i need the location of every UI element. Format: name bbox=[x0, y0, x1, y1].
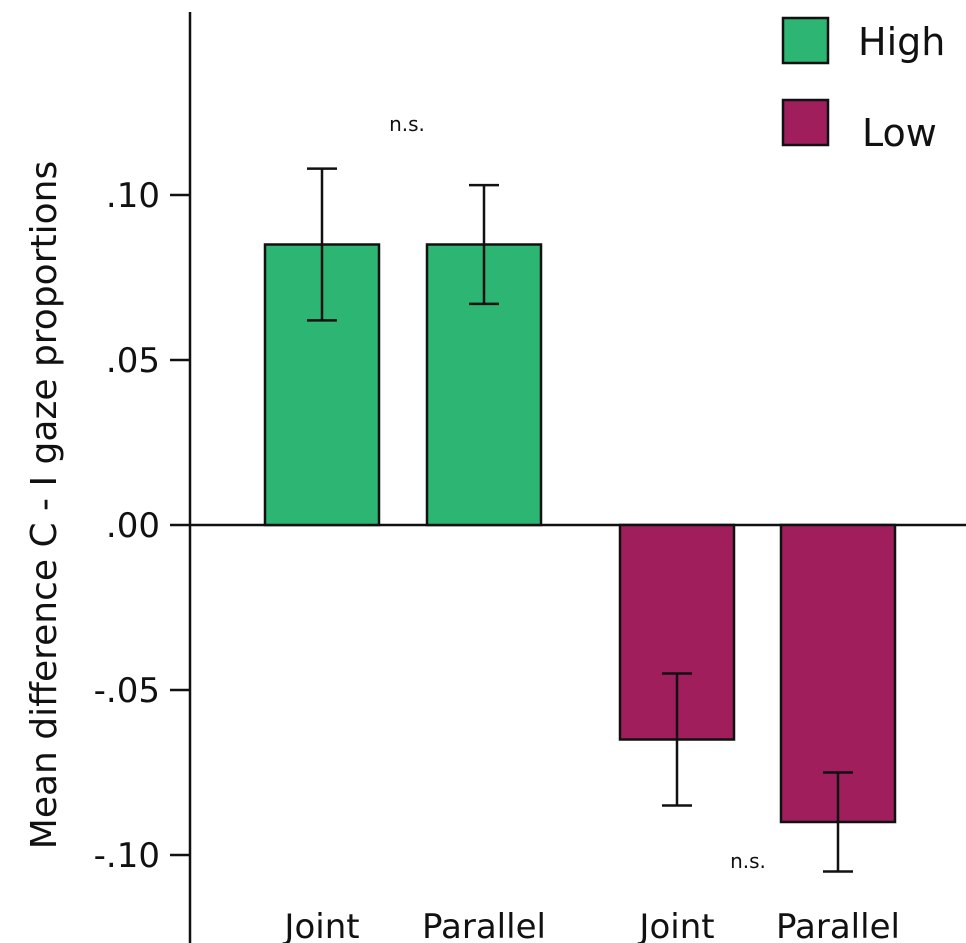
category-labels: Joint Parallel Joint Parallel bbox=[282, 907, 900, 943]
legend-swatch-low bbox=[781, 98, 830, 147]
annotation-ns-low: n.s. bbox=[730, 849, 766, 873]
y-axis-title: Mean difference C - I gaze proportions bbox=[24, 161, 65, 849]
category-label: Parallel bbox=[422, 907, 546, 943]
y-tick-label: -.05 bbox=[94, 671, 160, 711]
category-label: Joint bbox=[637, 907, 714, 943]
y-ticks: .10 .05 .00 -.05 -.10 bbox=[94, 176, 190, 876]
category-label: Joint bbox=[282, 907, 359, 943]
category-label: Parallel bbox=[776, 907, 900, 943]
legend-label-high: High bbox=[858, 20, 945, 64]
legend-label-low: Low bbox=[862, 111, 937, 155]
annotation-ns-high: n.s. bbox=[389, 112, 425, 136]
y-tick-label: .10 bbox=[106, 176, 160, 216]
y-tick-label: .05 bbox=[106, 341, 160, 381]
error-bars bbox=[307, 167, 853, 873]
y-tick-label: .00 bbox=[106, 506, 160, 546]
y-tick-label: -.10 bbox=[94, 836, 160, 876]
legend: High Low bbox=[781, 16, 945, 155]
legend-swatch-high bbox=[781, 16, 830, 65]
bars bbox=[263, 243, 897, 824]
